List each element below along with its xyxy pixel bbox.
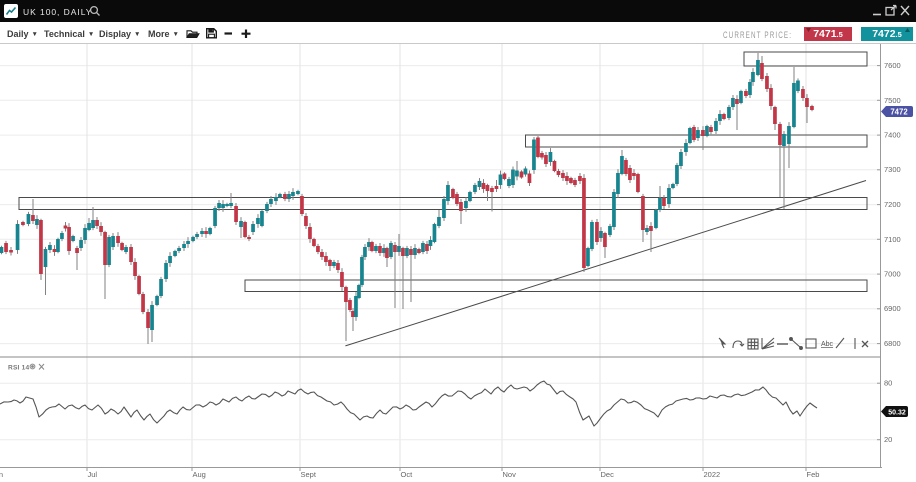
svg-text:80: 80: [884, 379, 892, 388]
svg-text:7300: 7300: [884, 165, 901, 174]
svg-text:Jun: Jun: [0, 470, 3, 479]
svg-text:Feb: Feb: [807, 470, 820, 479]
svg-text:Abc: Abc: [821, 341, 834, 348]
svg-text:7472: 7472: [890, 107, 908, 116]
svg-text:Dec: Dec: [601, 470, 615, 479]
svg-text:7200: 7200: [884, 200, 901, 209]
svg-text:7500: 7500: [884, 96, 901, 105]
svg-text:2022: 2022: [704, 470, 721, 479]
svg-text:50.32: 50.32: [888, 409, 906, 416]
svg-text:7000: 7000: [884, 270, 901, 279]
svg-text:7400: 7400: [884, 131, 901, 140]
svg-text:RSI 14: RSI 14: [8, 365, 29, 372]
svg-text:Jul: Jul: [88, 470, 98, 479]
svg-text:7100: 7100: [884, 235, 901, 244]
svg-text:Sept: Sept: [301, 470, 317, 479]
svg-text:20: 20: [884, 435, 892, 444]
svg-text:6900: 6900: [884, 304, 901, 313]
svg-text:Nov: Nov: [503, 470, 517, 479]
svg-text:7600: 7600: [884, 61, 901, 70]
svg-text:6800: 6800: [884, 339, 901, 348]
svg-text:Oct: Oct: [401, 470, 414, 479]
svg-text:Aug: Aug: [193, 470, 206, 479]
